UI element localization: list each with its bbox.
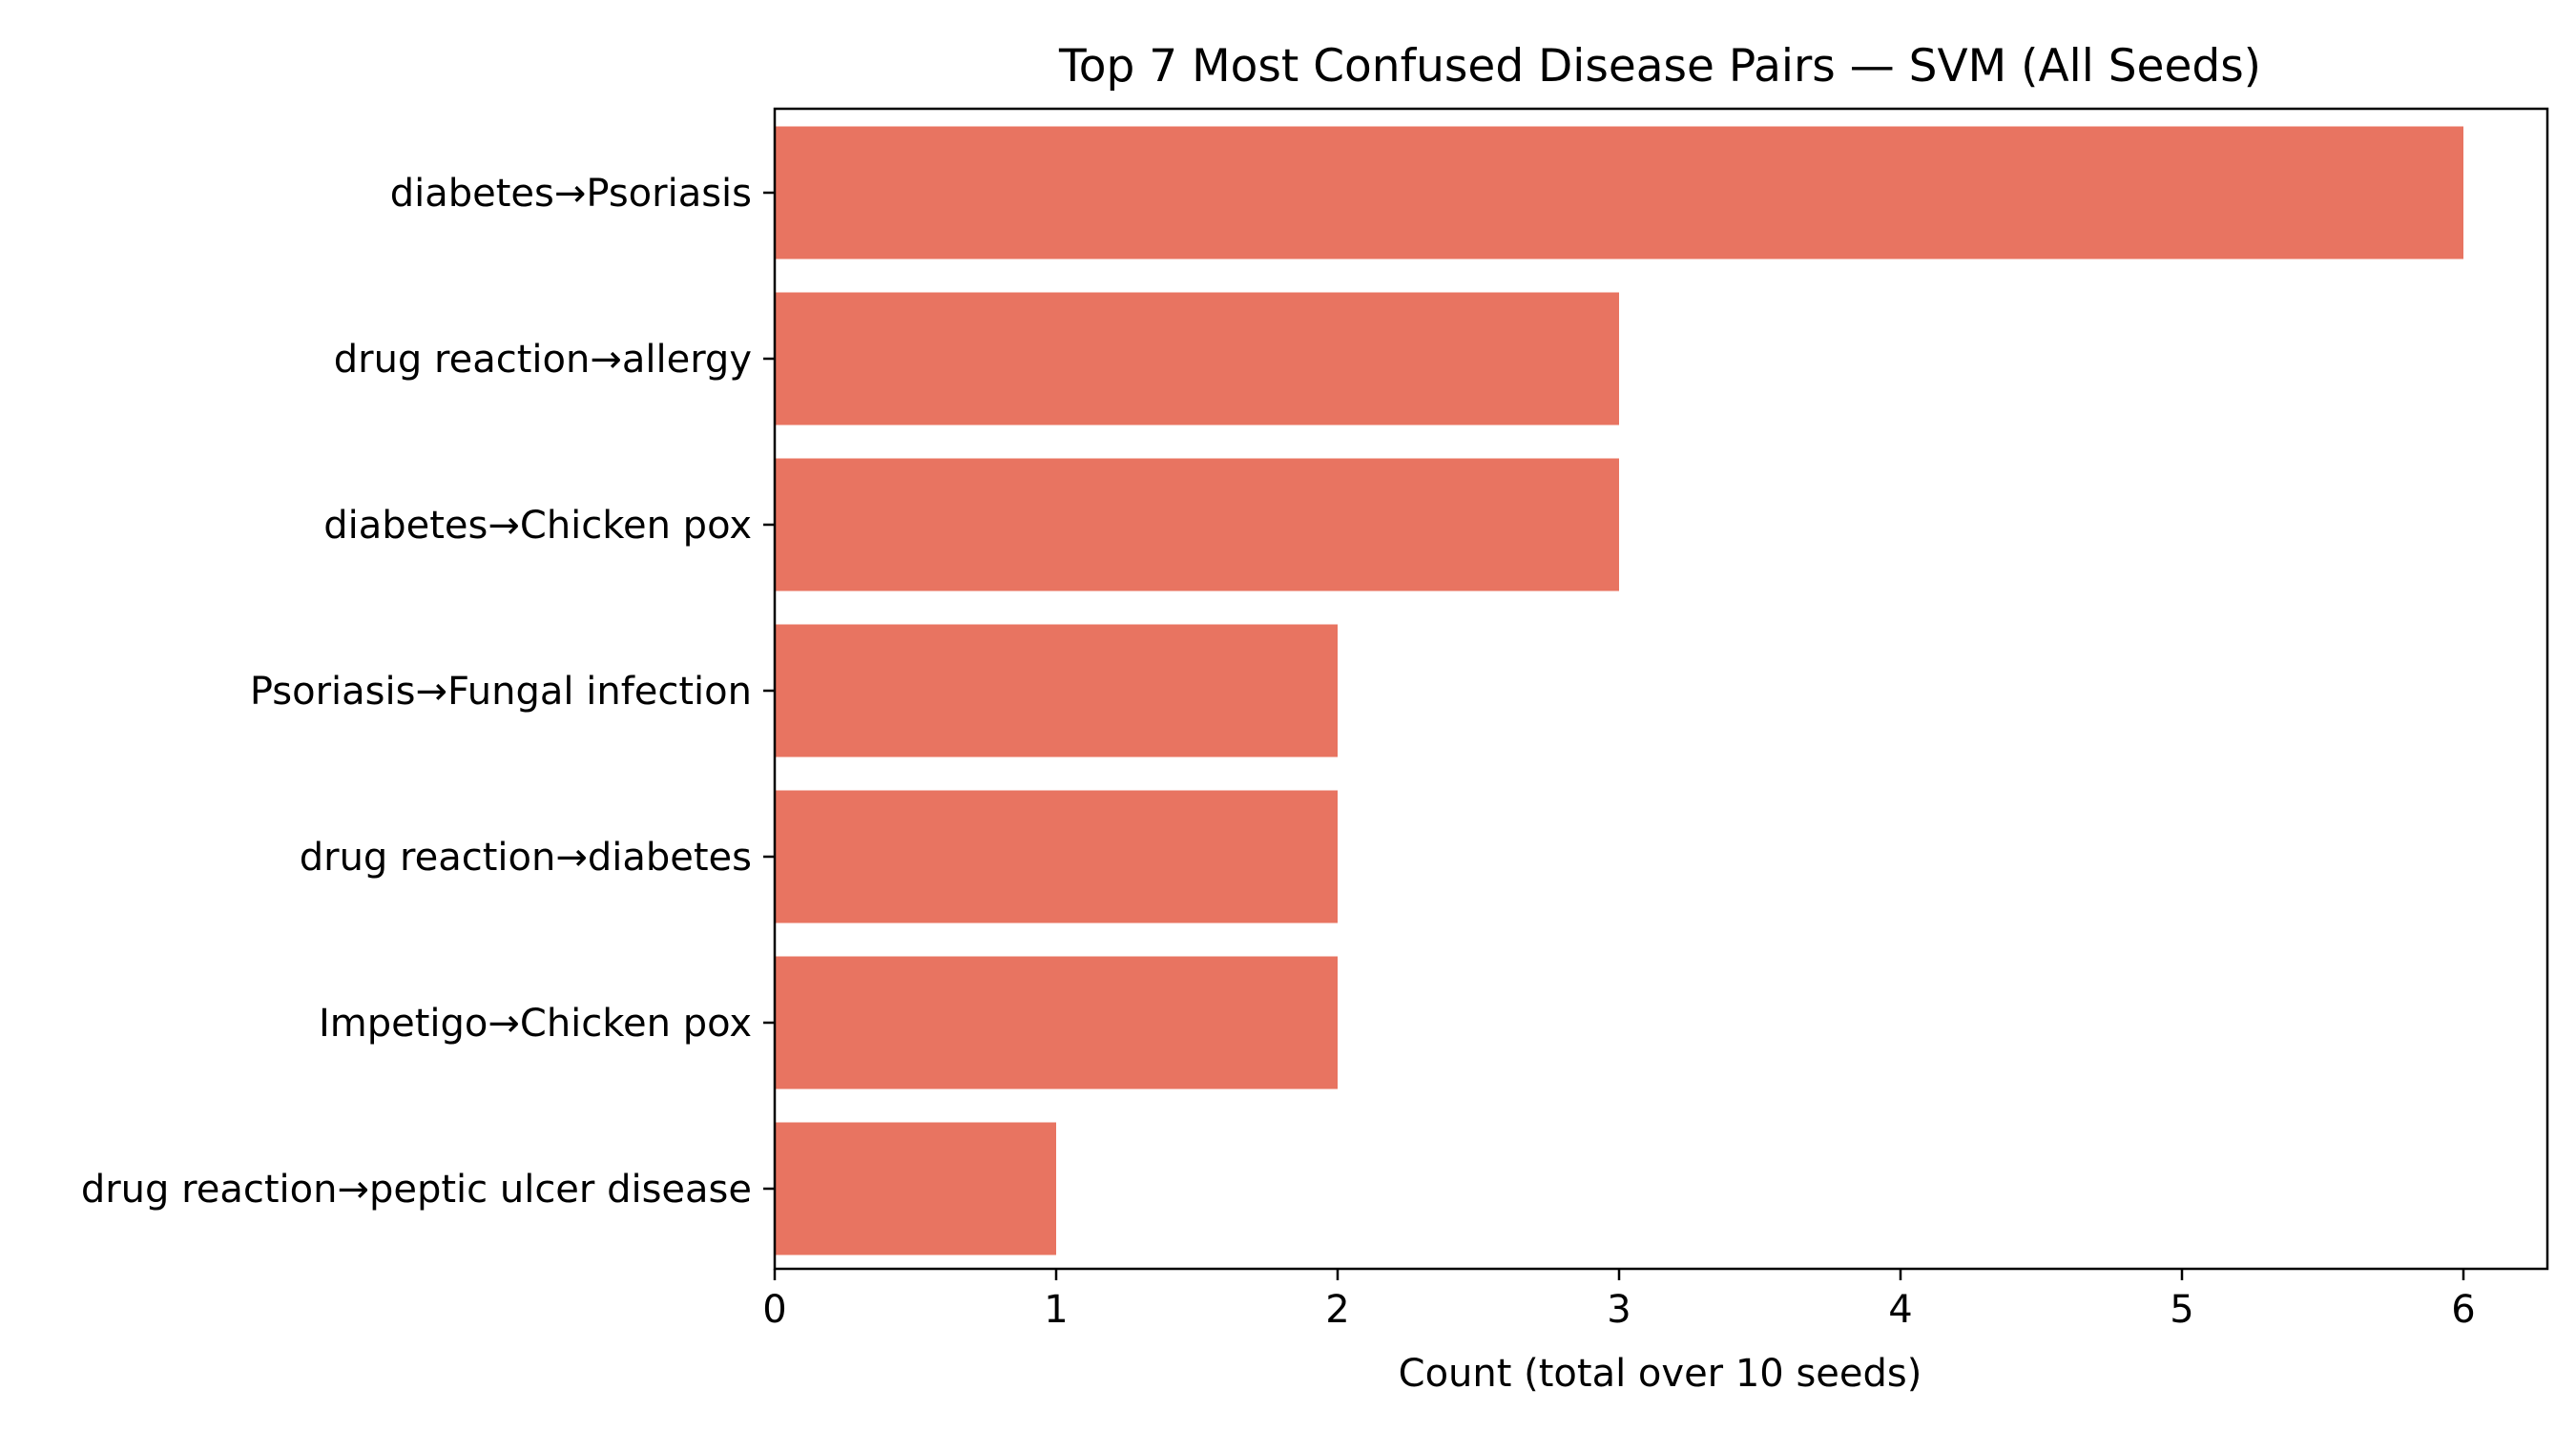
plot-frame: [773, 107, 2549, 1271]
y-tick-label-2: diabetes→Chicken pox: [323, 504, 752, 548]
y-tick-label-3: Psoriasis→Fungal infection: [250, 670, 752, 714]
x-axis-ticks: 0 1 2 3 4 5 6: [762, 1269, 2476, 1332]
chart-title: Top 7 Most Confused Disease Pairs — SVM …: [1058, 40, 2261, 93]
x-tick-label-6: 6: [2451, 1288, 2475, 1332]
bar-2: [775, 458, 1619, 591]
y-axis-ticks: diabetes→Psoriasis drug reaction→allergy d…: [81, 172, 775, 1212]
bar-1: [775, 292, 1619, 425]
bar-4: [775, 790, 1338, 923]
bar-3: [775, 624, 1338, 757]
x-tick-label-4: 4: [1888, 1288, 1912, 1332]
bar-5: [775, 956, 1338, 1089]
x-tick-label-5: 5: [2170, 1288, 2193, 1332]
y-tick-label-1: drug reaction→allergy: [334, 338, 752, 382]
y-tick-label-6: drug reaction→peptic ulcer disease: [81, 1168, 752, 1212]
x-tick-label-0: 0: [762, 1288, 786, 1332]
x-tick-label-3: 3: [1607, 1288, 1631, 1332]
y-tick-label-4: drug reaction→diabetes: [300, 836, 752, 880]
x-tick-label-1: 1: [1044, 1288, 1068, 1332]
bar-0: [775, 126, 2463, 259]
bars-layer: [775, 126, 2463, 1255]
x-axis-label: Count (total over 10 seeds): [1399, 1352, 1922, 1396]
x-tick-label-2: 2: [1325, 1288, 1349, 1332]
y-tick-label-5: Impetigo→Chicken pox: [319, 1002, 752, 1046]
bar-6: [775, 1122, 1056, 1255]
y-tick-label-0: diabetes→Psoriasis: [390, 172, 752, 216]
